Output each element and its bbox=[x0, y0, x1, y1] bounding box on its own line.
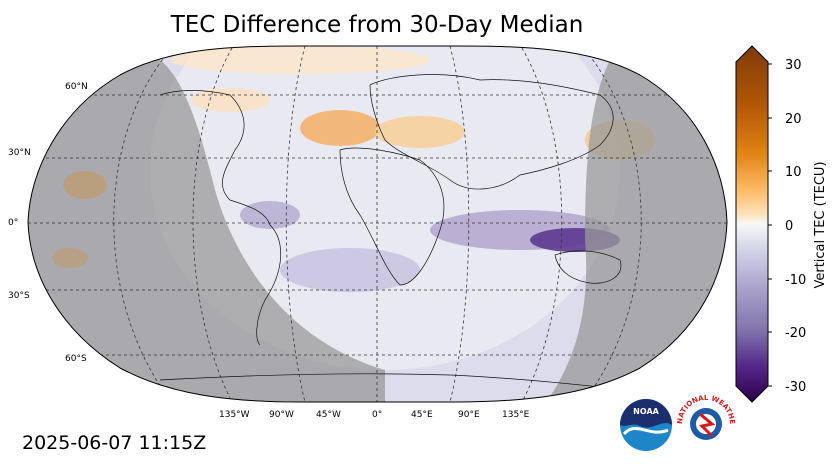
lon-label-135w: 135°W bbox=[219, 410, 250, 420]
night-region-west bbox=[28, 60, 385, 402]
noaa-logo: NOAA bbox=[620, 399, 672, 451]
colorbar-tick: 30 bbox=[785, 58, 802, 73]
colorbar-tick: -30 bbox=[785, 380, 806, 395]
lat-label-30s: 30°S bbox=[8, 291, 30, 301]
map-title: TEC Difference from 30-Day Median bbox=[170, 12, 584, 38]
lon-label-45w: 45°W bbox=[316, 410, 341, 420]
lon-label-45e: 45°E bbox=[411, 410, 433, 420]
graticule bbox=[28, 46, 727, 402]
colorbar-tick: 0 bbox=[785, 219, 793, 234]
lon-label-90e: 90°E bbox=[458, 410, 480, 420]
night-region-east bbox=[540, 60, 727, 402]
colorbar: 30 20 10 0 -10 -20 -30 Vertical TEC (TEC… bbox=[735, 45, 828, 403]
lat-label-60s: 60°S bbox=[65, 354, 87, 364]
lon-label-90w: 90°W bbox=[269, 410, 294, 420]
lat-label-0: 0° bbox=[8, 218, 18, 228]
lon-label-135e: 135°E bbox=[502, 410, 530, 420]
lat-label-30n: 30°N bbox=[8, 148, 31, 158]
noaa-logo-text: NOAA bbox=[633, 407, 659, 416]
colorbar-tick: 20 bbox=[785, 112, 802, 127]
lon-label-0: 0° bbox=[372, 410, 382, 420]
colorbar-tick: -10 bbox=[785, 273, 806, 288]
coastlines bbox=[159, 74, 622, 389]
globe-map bbox=[27, 45, 728, 403]
colorbar-tick: 10 bbox=[785, 165, 802, 180]
colorbar-label: Vertical TEC (TECU) bbox=[813, 161, 828, 288]
timestamp: 2025-06-07 11:15Z bbox=[22, 432, 207, 454]
colorbar-tick: -20 bbox=[785, 326, 806, 341]
lat-label-60n: 60°N bbox=[65, 82, 88, 92]
